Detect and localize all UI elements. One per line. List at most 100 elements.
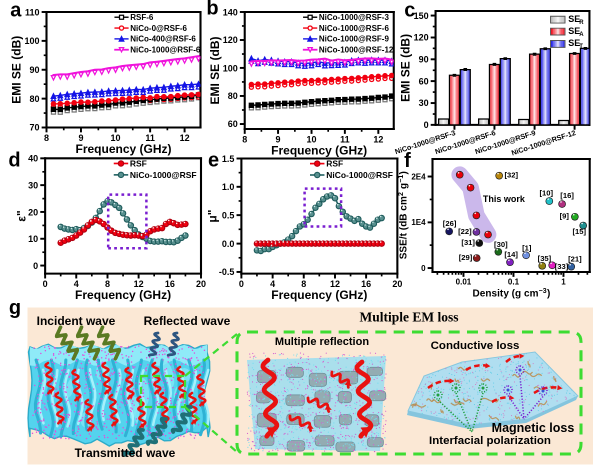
svg-text:[31]: [31] <box>461 238 475 247</box>
svg-text:[9]: [9] <box>560 212 570 221</box>
svg-text:30: 30 <box>419 98 429 108</box>
svg-text:8: 8 <box>105 279 110 289</box>
svg-text:c: c <box>404 0 415 22</box>
svg-text:Incident wave: Incident wave <box>37 314 116 328</box>
svg-text:1E4: 1E4 <box>411 218 426 227</box>
svg-text:10: 10 <box>307 135 317 145</box>
svg-text:0: 0 <box>33 261 38 271</box>
svg-text:SE: SE <box>568 14 580 24</box>
svg-text:20: 20 <box>392 279 402 289</box>
svg-text:Interfacial polarization: Interfacial polarization <box>429 435 551 447</box>
svg-text:b: b <box>206 0 218 20</box>
svg-text:20: 20 <box>196 279 206 289</box>
svg-text:60: 60 <box>419 76 429 86</box>
svg-text:[26]: [26] <box>443 219 457 228</box>
svg-text:40: 40 <box>28 154 38 164</box>
svg-text:EMI SE (dB): EMI SE (dB) <box>208 36 222 104</box>
svg-text:4: 4 <box>270 279 275 289</box>
svg-text:e: e <box>208 150 219 172</box>
svg-text:RSF: RSF <box>130 159 147 169</box>
svg-text:0.0: 0.0 <box>222 239 235 249</box>
svg-text:140: 140 <box>223 7 238 17</box>
svg-text:0: 0 <box>239 279 244 289</box>
svg-text:Conductive loss: Conductive loss <box>431 340 520 352</box>
svg-text:70: 70 <box>30 123 40 133</box>
svg-text:12: 12 <box>180 133 190 143</box>
svg-text:RSF: RSF <box>326 159 343 169</box>
svg-text:[33]: [33] <box>555 262 569 271</box>
svg-text:80: 80 <box>228 91 238 101</box>
svg-text:NiCo-1000@RSF-6: NiCo-1000@RSF-6 <box>130 46 201 55</box>
svg-text:120: 120 <box>414 33 429 43</box>
svg-text:-0.5: -0.5 <box>219 267 235 277</box>
svg-text:Density(gcm)−3: Density (g cm)−3 <box>473 288 551 300</box>
svg-text:0: 0 <box>424 120 429 130</box>
svg-text:[32]: [32] <box>504 171 518 180</box>
svg-text:RSF-6: RSF-6 <box>130 13 154 22</box>
svg-text:[16]: [16] <box>560 191 574 200</box>
svg-text:1: 1 <box>561 278 566 287</box>
svg-text:90: 90 <box>419 55 429 65</box>
svg-text:NiCo-1000@RSF-3: NiCo-1000@RSF-3 <box>319 13 390 22</box>
svg-text:[21]: [21] <box>568 255 582 264</box>
svg-text:[30]: [30] <box>494 240 508 249</box>
svg-text:0.01: 0.01 <box>456 278 472 287</box>
svg-text:1.5: 1.5 <box>222 154 235 164</box>
svg-text:A: A <box>579 32 584 38</box>
svg-text:0: 0 <box>43 279 48 289</box>
svg-text:11: 11 <box>340 135 350 145</box>
svg-text:SE: SE <box>568 26 580 36</box>
svg-text:a: a <box>10 0 22 22</box>
svg-text:Reflected wave: Reflected wave <box>144 314 231 328</box>
svg-text:SSE/t(dBcmg)2−1: SSE/t(dBcmg)2−1 <box>398 171 410 259</box>
svg-text:Multiple EM loss: Multiple EM loss <box>359 309 458 324</box>
svg-text:16: 16 <box>165 279 175 289</box>
svg-text:EMI SE (dB): EMI SE (dB) <box>10 36 24 104</box>
svg-text:NiCo-1000@RSF: NiCo-1000@RSF <box>326 170 393 180</box>
svg-text:This work: This work <box>483 194 526 204</box>
svg-text:8: 8 <box>301 279 306 289</box>
svg-text:Transmitted wave: Transmitted wave <box>75 446 176 460</box>
svg-text:SE: SE <box>568 38 580 48</box>
svg-text:0.1: 0.1 <box>508 278 520 287</box>
svg-text:NiCo-0@RSF-6: NiCo-0@RSF-6 <box>130 24 187 33</box>
svg-text:16: 16 <box>361 279 371 289</box>
svg-text:2E4: 2E4 <box>411 172 426 181</box>
svg-text:12: 12 <box>330 279 340 289</box>
svg-text:10: 10 <box>111 133 121 143</box>
svg-text:150: 150 <box>414 11 429 21</box>
svg-text:0: 0 <box>421 264 426 273</box>
svg-text:20: 20 <box>28 207 38 217</box>
svg-text:4: 4 <box>74 279 79 289</box>
svg-text:30: 30 <box>28 180 38 190</box>
svg-text:f: f <box>404 150 411 172</box>
svg-text:NiCo-1000@RSF-9: NiCo-1000@RSF-9 <box>319 35 390 44</box>
svg-text:Frequency (GHz): Frequency (GHz) <box>75 288 171 302</box>
svg-text:0.5: 0.5 <box>222 210 235 220</box>
svg-text:[1]: [1] <box>522 243 532 252</box>
svg-text:9: 9 <box>78 133 83 143</box>
svg-text:60: 60 <box>228 119 238 129</box>
svg-text:NiCo-1000@RSF: NiCo-1000@RSF <box>130 170 197 180</box>
svg-text:11: 11 <box>145 133 155 143</box>
svg-text:120: 120 <box>223 35 238 45</box>
svg-text:[22]: [22] <box>458 227 472 236</box>
svg-text:12: 12 <box>134 279 144 289</box>
svg-text:R: R <box>579 20 584 26</box>
svg-text:110: 110 <box>25 7 40 17</box>
svg-text:100: 100 <box>25 36 40 46</box>
svg-text:[14]: [14] <box>504 250 518 259</box>
svg-text:Frequency (GHz): Frequency (GHz) <box>271 143 367 157</box>
svg-text:9: 9 <box>276 135 281 145</box>
svg-text:10: 10 <box>28 234 38 244</box>
svg-text:NiCo-400@RSF-6: NiCo-400@RSF-6 <box>130 35 196 44</box>
svg-text:NiCo-1000@RSF-6: NiCo-1000@RSF-6 <box>319 24 390 33</box>
svg-text:Frequency (GHz): Frequency (GHz) <box>271 288 367 302</box>
svg-text:Multiple reflection: Multiple reflection <box>275 336 369 348</box>
svg-text:g: g <box>9 297 21 319</box>
svg-text:[29]: [29] <box>459 253 473 262</box>
svg-text:d: d <box>8 150 20 172</box>
svg-text:8: 8 <box>44 133 49 143</box>
svg-text:NiCo-1000@RSF-12: NiCo-1000@RSF-12 <box>319 46 394 55</box>
svg-text:T: T <box>579 44 583 50</box>
